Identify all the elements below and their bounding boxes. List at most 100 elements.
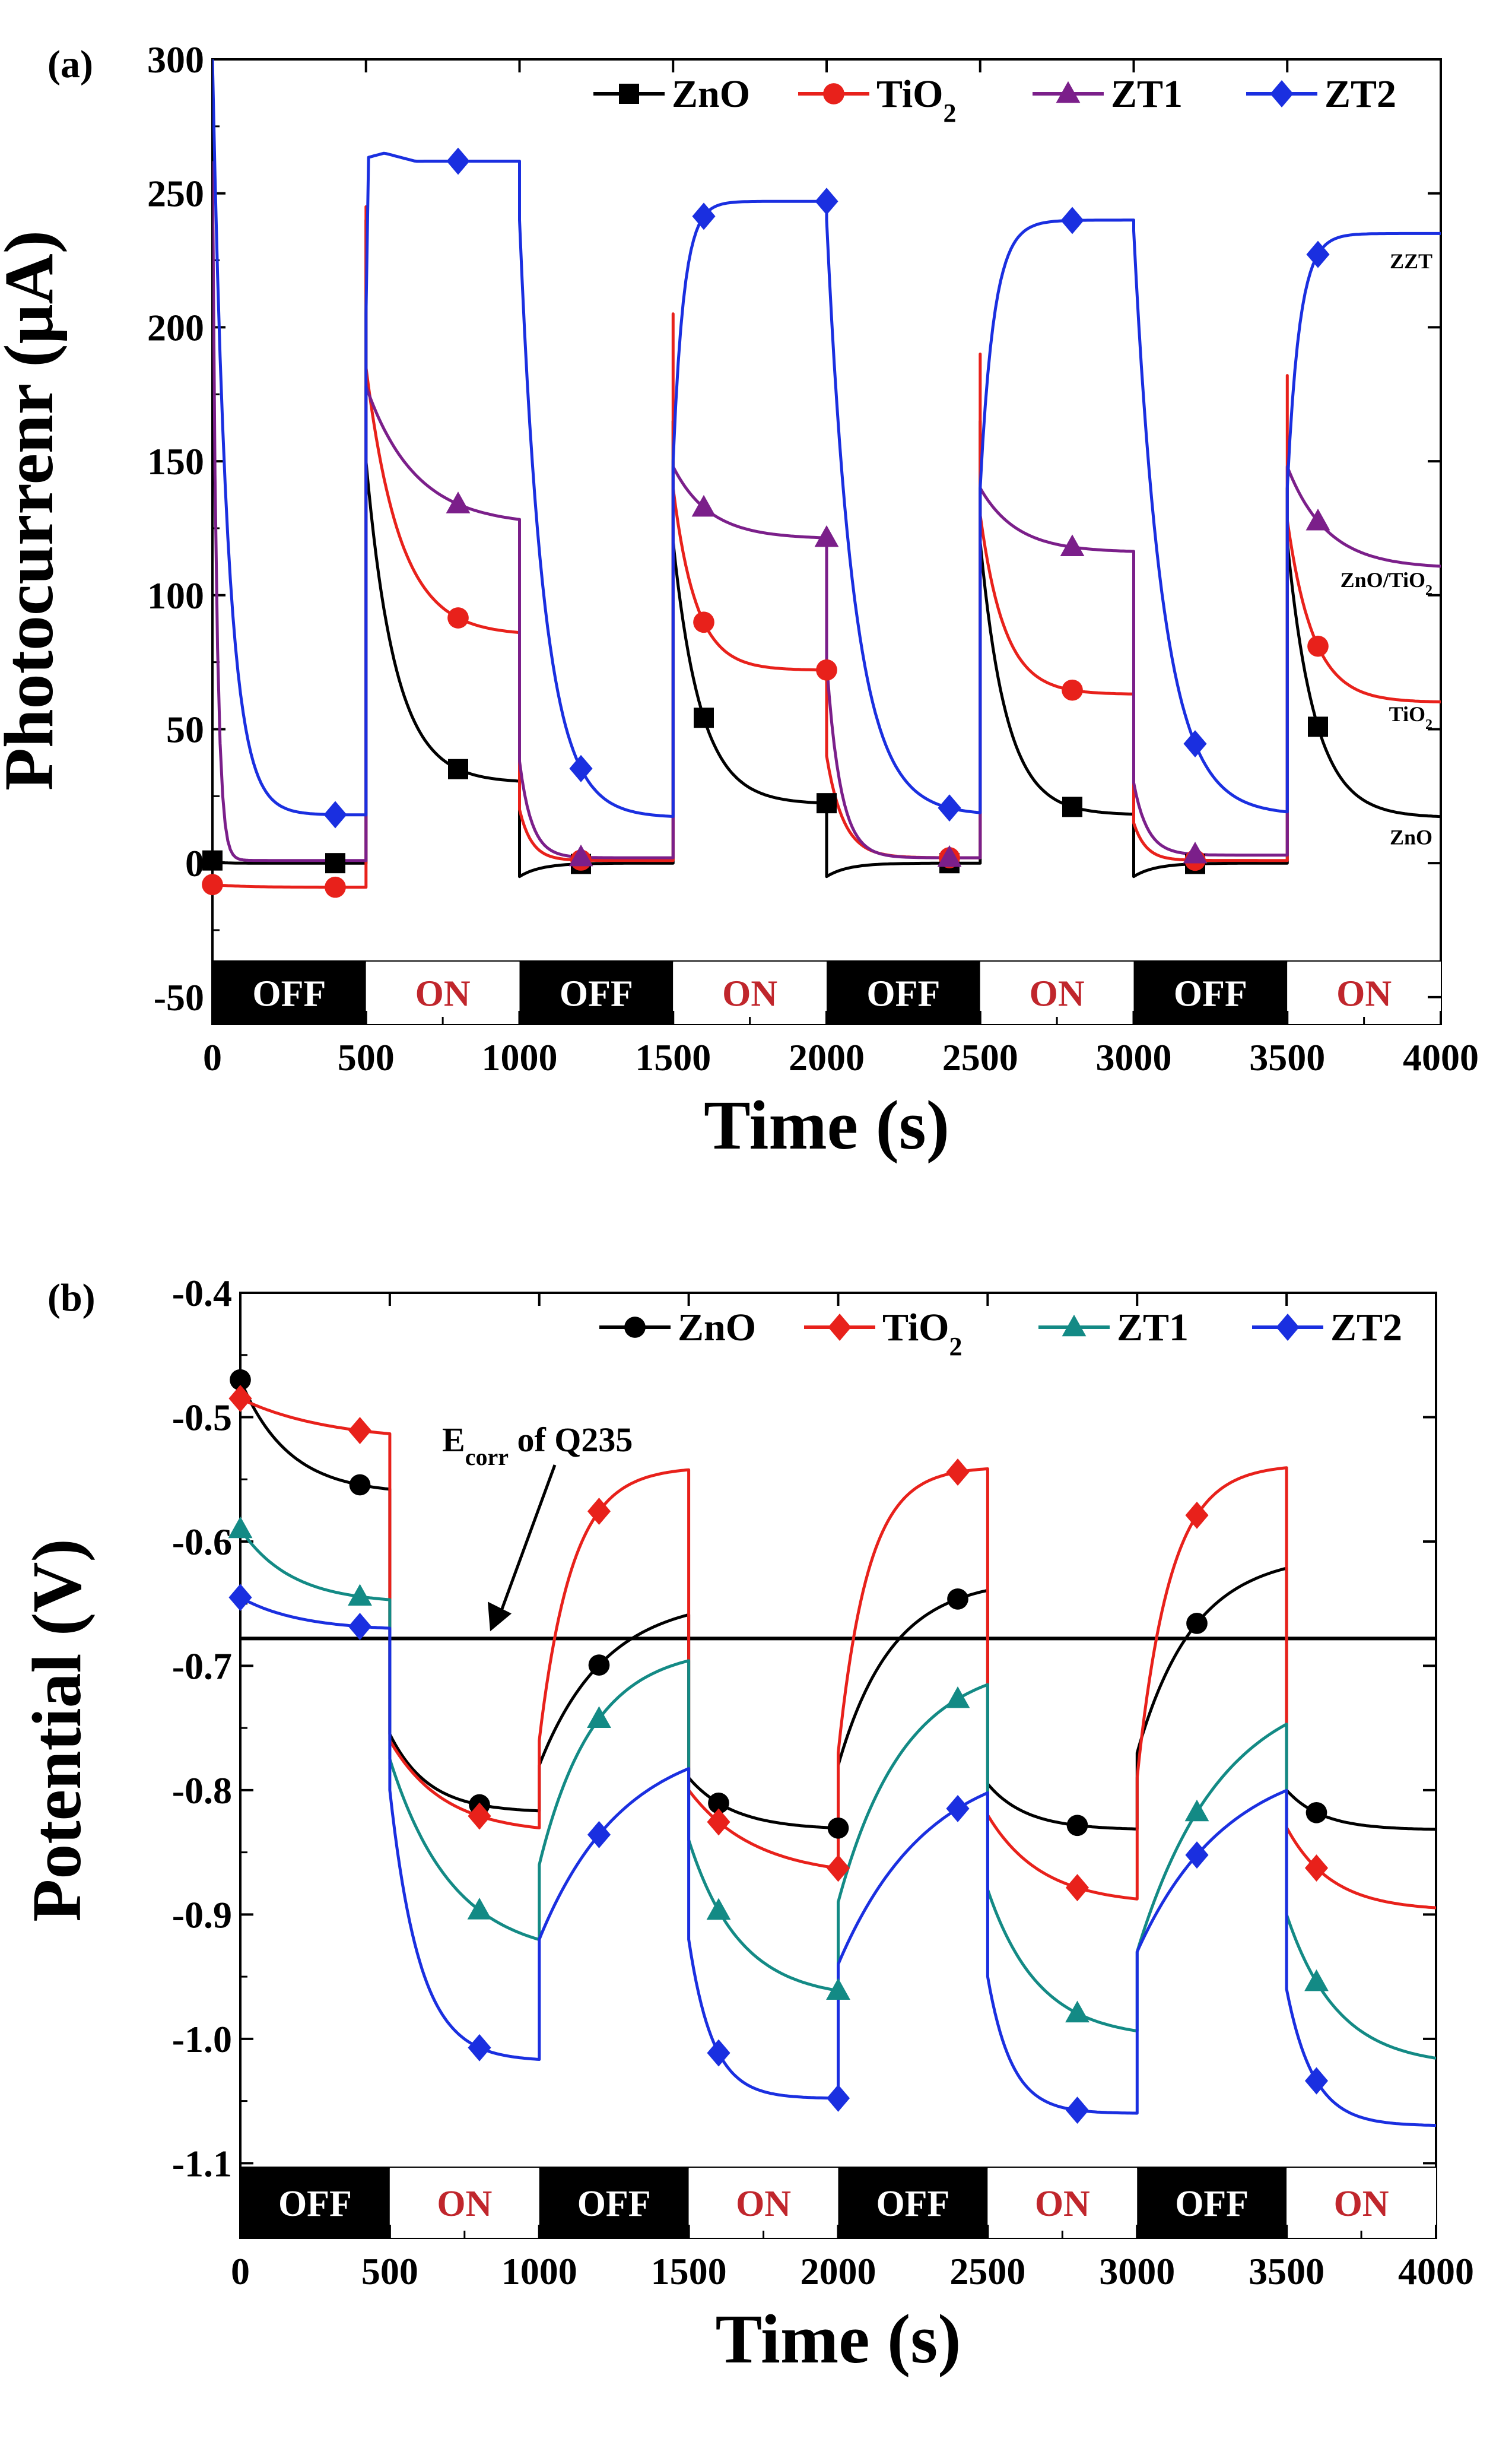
period-off-box — [240, 2168, 390, 2238]
data-point-marker — [706, 1898, 731, 1920]
y-tick-label: -1.1 — [172, 2142, 232, 2184]
legend-swatch-marker — [1276, 1314, 1300, 1341]
x-tick-label: 500 — [361, 2250, 418, 2292]
x-tick-label: 3500 — [1249, 1036, 1325, 1079]
data-point-marker — [1184, 1799, 1209, 1822]
x-tick-label: 1000 — [482, 1036, 558, 1079]
legend-label: ZnO — [672, 72, 750, 116]
data-point-marker — [1304, 2067, 1329, 2095]
data-point-marker — [568, 844, 593, 867]
axis-ticks: 0 500 1000 1500 2000 2500 3000 3500 4000 -50 0 50 10… — [147, 39, 1479, 1079]
y-tick-label: 100 — [147, 575, 204, 617]
data-point-marker — [446, 147, 470, 175]
data-point-marker — [348, 1584, 372, 1606]
y-tick-label: -0.9 — [172, 1894, 232, 1936]
x-tick-label: 1000 — [501, 2250, 577, 2292]
data-point-marker — [945, 1686, 970, 1708]
legend-swatch-marker — [624, 1317, 646, 1338]
data-point-marker — [826, 1854, 850, 1882]
data-point-marker — [1066, 1815, 1088, 1837]
data-point-marker — [468, 1802, 491, 1830]
legend-item-zno: ZnO — [593, 72, 750, 116]
legend-swatch-marker — [828, 1314, 852, 1341]
data-point-marker — [447, 607, 469, 629]
data-point-marker — [814, 525, 839, 547]
series-line-zt2 — [240, 1596, 1436, 2127]
data-point-marker — [588, 1654, 610, 1676]
period-label: OFF — [1175, 2184, 1249, 2224]
legend-swatch-marker — [1270, 80, 1294, 107]
series-markers-zt2 — [228, 1584, 1329, 2124]
data-point-marker — [587, 1498, 611, 1525]
data-point-marker — [349, 1474, 371, 1496]
text-main: ZT2 — [1324, 72, 1396, 116]
data-point-marker — [1305, 1802, 1327, 1823]
x-tick-label: 1500 — [635, 1036, 711, 1079]
data-point-marker — [693, 611, 714, 633]
y-tick-label: 300 — [147, 39, 204, 81]
legend-swatch-marker — [1062, 1314, 1087, 1337]
annotation-arrow-shaft — [495, 1464, 557, 1623]
period-off-box — [827, 962, 980, 1024]
legend-item-zt1: ZT1 — [1033, 72, 1183, 116]
period-label: OFF — [252, 974, 326, 1014]
y-tick-label: -0.7 — [172, 1645, 232, 1687]
x-tick-label: 3500 — [1249, 2250, 1324, 2292]
y-tick-label: -50 — [154, 976, 204, 1019]
x-tick-label: 500 — [338, 1036, 395, 1079]
y-tick-label: 50 — [166, 708, 204, 750]
data-point-marker — [1065, 2000, 1089, 2023]
data-point-marker — [202, 874, 223, 896]
period-on-box — [1287, 962, 1441, 1024]
y-tick-label: 150 — [147, 440, 204, 483]
data-point-marker — [691, 494, 716, 517]
curve-label-subscript: 2 — [1425, 717, 1432, 732]
legend-item-tio2: TiO2 — [804, 1306, 963, 1361]
legend-item-zno: ZnO — [599, 1306, 756, 1349]
curve-label-subscript: 2 — [1425, 583, 1432, 598]
period-label: OFF — [876, 2184, 949, 2224]
legend-item-zt2: ZT2 — [1246, 72, 1396, 116]
panel-b-potential-chart: OFF ON OFF ON OFF ON OFF ON 0 500 1000 1500 2000 2500… — [18, 1272, 1474, 2378]
legend-item-zt2: ZT2 — [1252, 1306, 1402, 1349]
curve-label-main: ZnO — [1390, 826, 1432, 849]
period-off-box — [212, 962, 366, 1024]
ecorr-annotation: Ecorr of Q235 — [442, 1420, 633, 1470]
data-point-marker — [817, 793, 837, 814]
legend-item-zt1: ZT1 — [1038, 1306, 1189, 1349]
data-point-marker — [707, 2039, 730, 2067]
data-point-marker — [348, 1417, 372, 1444]
data-point-marker — [1060, 207, 1084, 234]
period-label: OFF — [866, 974, 940, 1014]
data-point-marker — [1060, 534, 1085, 556]
x-tick-label: 0 — [231, 2250, 250, 2292]
on-off-band: OFF ON OFF ON OFF ON OFF ON — [212, 960, 1441, 1024]
period-label: ON — [1030, 974, 1085, 1014]
series-markers-tio2 — [228, 1385, 1329, 1902]
data-point-marker — [348, 1613, 372, 1641]
y-tick-label: -0.5 — [172, 1396, 232, 1438]
x-tick-label: 4000 — [1398, 2250, 1474, 2292]
series-lines — [240, 1379, 1436, 2127]
period-label: ON — [437, 2184, 492, 2224]
data-point-marker — [587, 1706, 611, 1728]
x-tick-label: 2500 — [942, 1036, 1018, 1079]
period-label: OFF — [1174, 974, 1247, 1014]
text-main: TiO — [876, 72, 944, 116]
data-point-marker — [827, 1817, 849, 1839]
data-point-marker — [467, 1898, 492, 1920]
period-on-box — [366, 962, 520, 1024]
y-axis-title: Photocurrenr (μA) — [0, 230, 68, 791]
curve-label: ZnO/TiO2 — [1341, 568, 1432, 598]
series-lines — [212, 59, 1441, 889]
data-point-marker — [1306, 240, 1330, 268]
data-point-marker — [938, 794, 961, 822]
text-main: ZnO — [672, 72, 750, 116]
legend-swatch-marker — [619, 84, 639, 104]
data-point-marker — [1183, 841, 1208, 864]
text-main: ZT2 — [1330, 1306, 1402, 1349]
legend: ZnO TiO2 ZT1 ZT2 — [593, 72, 1396, 128]
data-point-marker — [946, 1458, 970, 1486]
